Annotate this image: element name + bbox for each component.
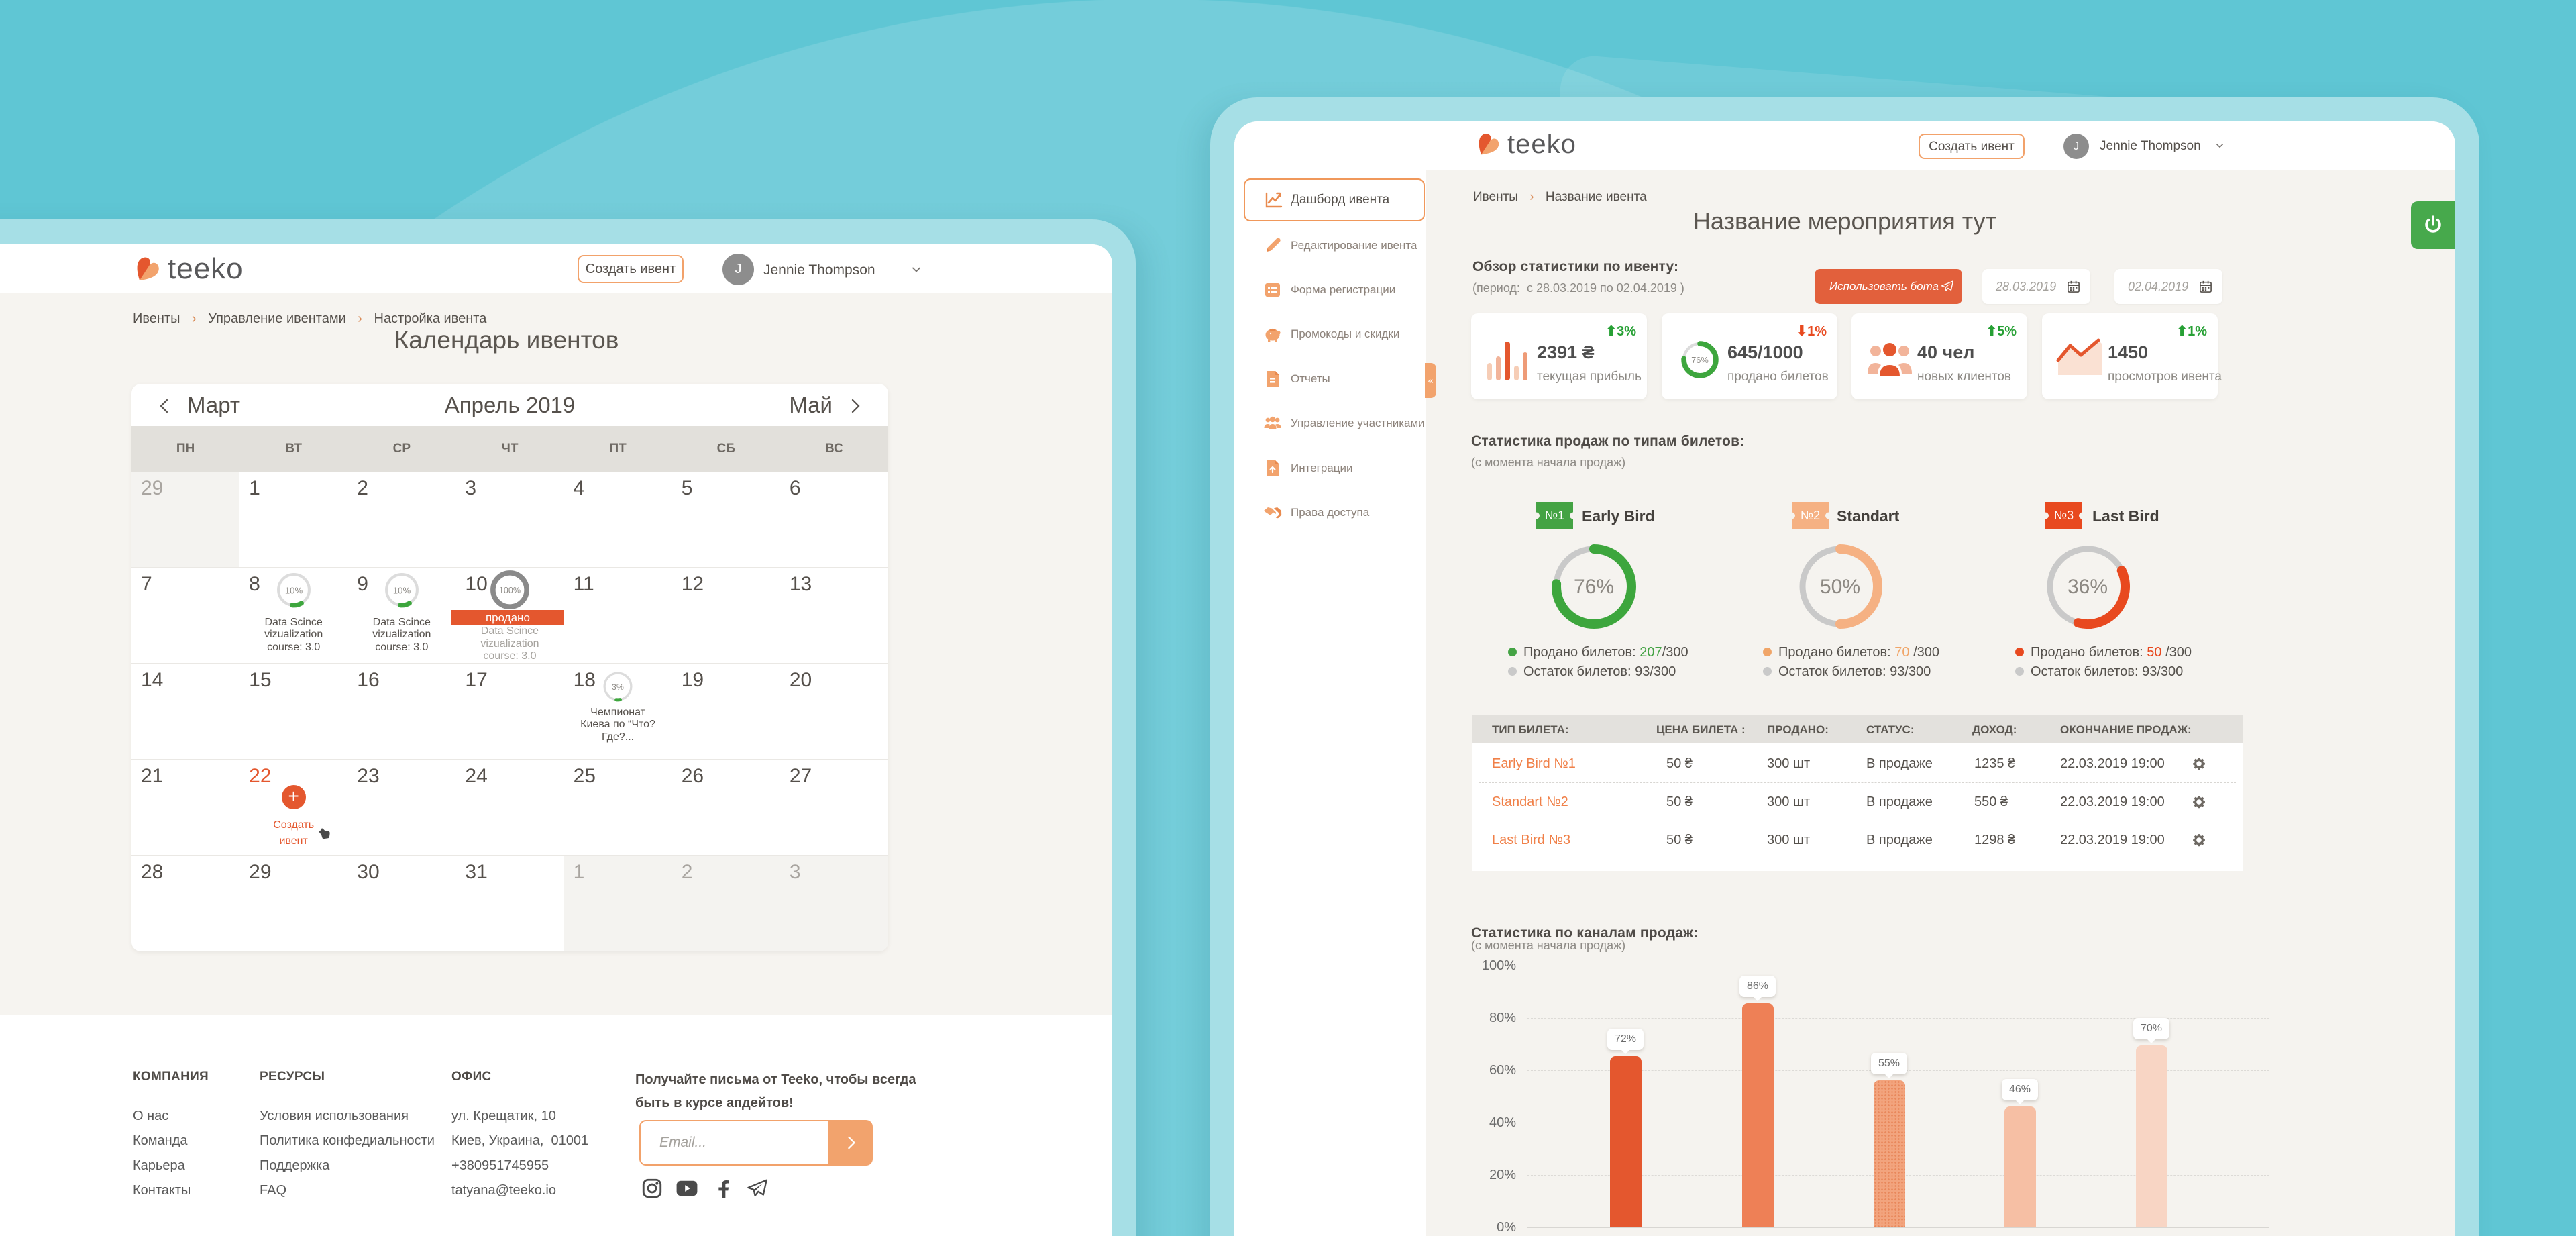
- svg-text:100%: 100%: [499, 586, 521, 595]
- svg-text:10%: 10%: [285, 586, 303, 596]
- svg-text:76%: 76%: [1574, 576, 1614, 598]
- svg-text:36%: 36%: [2068, 576, 2108, 598]
- svg-text:76%: 76%: [1691, 355, 1709, 365]
- svg-text:50%: 50%: [1820, 576, 1860, 598]
- svg-text:3%: 3%: [612, 682, 624, 692]
- svg-text:10%: 10%: [393, 586, 411, 596]
